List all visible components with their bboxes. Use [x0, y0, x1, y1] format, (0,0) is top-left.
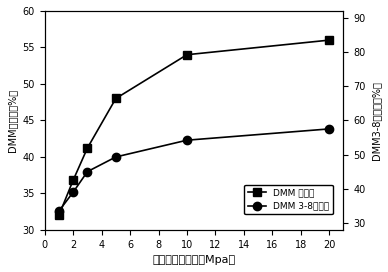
Line: DMM 转化率: DMM 转化率 [55, 36, 333, 219]
X-axis label: 催化剂改性压力（Mpa）: 催化剂改性压力（Mpa） [152, 255, 236, 265]
DMM 3-8选择性 [114, 155, 118, 159]
DMM 3-8选择性 [327, 127, 331, 131]
DMM 转化率 [185, 53, 189, 56]
Y-axis label: DMM3-8选择率（%）: DMM3-8选择率（%） [371, 81, 381, 160]
DMM 3-8选择性 [57, 209, 61, 213]
Legend: DMM 转化率, DMM 3-8选择性: DMM 转化率, DMM 3-8选择性 [244, 185, 333, 214]
DMM 3-8选择性 [71, 190, 76, 194]
Y-axis label: DMM转化率（%）: DMM转化率（%） [7, 89, 17, 152]
DMM 转化率 [71, 178, 76, 182]
DMM 转化率 [85, 146, 90, 150]
DMM 转化率 [327, 39, 331, 42]
Line: DMM 3-8选择性: DMM 3-8选择性 [55, 125, 333, 215]
DMM 转化率 [114, 97, 118, 100]
DMM 转化率 [57, 214, 61, 217]
DMM 3-8选择性 [185, 138, 189, 142]
DMM 3-8选择性 [85, 170, 90, 173]
